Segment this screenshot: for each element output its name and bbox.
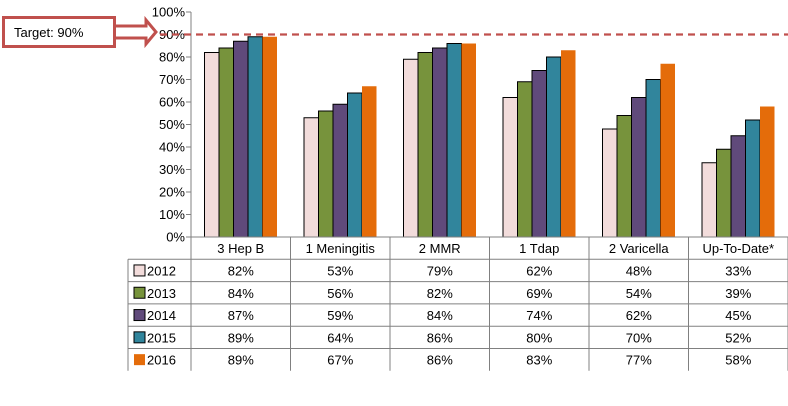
bar-2014-3-hep-b (233, 40, 249, 238)
data-label: 80% (526, 330, 552, 345)
category-label: 2 Varicella (609, 241, 670, 256)
y-tick-label: 60% (159, 95, 185, 110)
bar-2016-1-tdap (561, 50, 576, 237)
bar-2014-2-mmr (432, 47, 448, 238)
legend-label-2015: 2015 (147, 330, 176, 345)
y-tick-label: 40% (159, 140, 185, 155)
bar-2013-1-tdap (517, 81, 533, 238)
data-label: 52% (725, 330, 751, 345)
bar-2013-up-to-date (716, 148, 732, 238)
target-arrow-icon (112, 15, 158, 49)
legend-key-2013 (133, 286, 146, 299)
data-label: 48% (626, 263, 652, 278)
category-label: 2 MMR (419, 241, 461, 256)
y-tick-label: 30% (159, 162, 185, 177)
data-label: 64% (327, 330, 353, 345)
bar-2013-3-hep-b (218, 47, 234, 238)
bar-2016-2-varicella (660, 63, 675, 237)
legend-label-2016: 2016 (147, 353, 176, 368)
legend-label-2014: 2014 (147, 308, 176, 323)
data-label: 67% (327, 353, 353, 368)
bar-2015-2-mmr (446, 43, 462, 238)
data-label: 62% (526, 263, 552, 278)
data-label: 82% (427, 286, 453, 301)
bar-2012-1-tdap (502, 97, 518, 238)
y-tick-label: 0% (166, 230, 185, 245)
data-label: 39% (725, 286, 751, 301)
category-label: 1 Tdap (519, 241, 559, 256)
data-label: 77% (626, 353, 652, 368)
category-label: 3 Hep B (217, 241, 264, 256)
y-tick-label: 80% (159, 50, 185, 65)
bar-2015-3-hep-b (247, 36, 263, 238)
bar-2016-3-hep-b (262, 36, 277, 237)
bar-2012-3-hep-b (204, 52, 220, 238)
y-tick-label: 50% (159, 117, 185, 132)
legend-key-2016 (134, 354, 145, 366)
bar-2012-1-meningitis (303, 117, 319, 238)
data-label: 79% (427, 263, 453, 278)
data-label: 53% (327, 263, 353, 278)
bar-2014-up-to-date (730, 135, 746, 238)
data-label: 69% (526, 286, 552, 301)
data-label: 82% (228, 263, 254, 278)
legend-label-2012: 2012 (147, 263, 176, 278)
bar-2014-2-varicella (631, 97, 647, 238)
y-tick-label: 20% (159, 185, 185, 200)
data-label: 62% (626, 308, 652, 323)
data-label: 70% (626, 330, 652, 345)
bar-2016-up-to-date (760, 106, 775, 237)
legend-key-2014 (133, 309, 146, 322)
bar-2015-1-meningitis (347, 92, 363, 238)
category-label: 1 Meningitis (306, 241, 376, 256)
data-label: 74% (526, 308, 552, 323)
data-label: 59% (327, 308, 353, 323)
data-label: 86% (427, 353, 453, 368)
data-label: 84% (228, 286, 254, 301)
bar-2015-1-tdap (546, 56, 562, 238)
bar-2012-2-mmr (403, 58, 419, 238)
bar-2016-2-mmr (461, 43, 476, 237)
legend-label-2013: 2013 (147, 286, 176, 301)
data-label: 84% (427, 308, 453, 323)
data-label: 83% (526, 353, 552, 368)
data-label: 89% (228, 353, 254, 368)
legend-key-2012 (133, 264, 146, 277)
legend-key-2015 (133, 331, 146, 344)
bar-2015-2-varicella (645, 79, 661, 238)
y-tick-label: 70% (159, 72, 185, 87)
bar-2012-2-varicella (602, 128, 618, 238)
data-label: 58% (725, 353, 751, 368)
bar-2014-1-meningitis (332, 103, 348, 238)
bar-2016-1-meningitis (362, 86, 377, 237)
data-label: 87% (228, 308, 254, 323)
target-callout: Target: 90% (2, 16, 116, 48)
data-label: 86% (427, 330, 453, 345)
data-label: 89% (228, 330, 254, 345)
category-label: Up-To-Date* (702, 241, 774, 256)
data-label: 54% (626, 286, 652, 301)
bar-2015-up-to-date (745, 119, 761, 238)
data-label: 56% (327, 286, 353, 301)
bar-2013-1-meningitis (318, 110, 334, 238)
y-tick-label: 10% (159, 207, 185, 222)
bar-2013-2-varicella (616, 115, 632, 238)
target-label: Target: 90% (14, 24, 84, 40)
data-label: 33% (725, 263, 751, 278)
bar-2014-1-tdap (531, 70, 547, 238)
bar-2013-2-mmr (417, 52, 433, 238)
y-tick-label: 100% (152, 5, 186, 20)
bar-2012-up-to-date (701, 162, 717, 238)
data-label: 45% (725, 308, 751, 323)
